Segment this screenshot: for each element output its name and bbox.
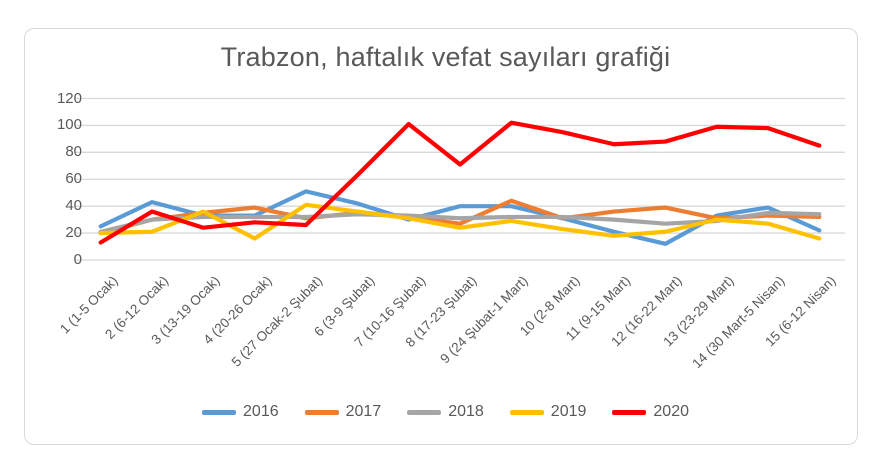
y-axis-tick-label: 120 [56, 89, 82, 107]
legend-label: 2016 [243, 403, 279, 420]
legend-swatch-2018 [407, 409, 442, 415]
legend-item-2017: 2017 [304, 403, 382, 421]
y-axis-tick-label: 20 [65, 224, 82, 242]
y-axis-tick-label: 80 [65, 143, 82, 161]
legend-swatch-2016 [202, 409, 237, 415]
series-line-2020 [98, 120, 822, 245]
chart-frame [24, 28, 858, 445]
chart-legend: 2016 2017 2018 2019 2020 [0, 403, 891, 421]
y-axis-tick-label: 0 [73, 251, 82, 268]
y-axis-tick-label: 40 [65, 197, 82, 215]
legend-label: 2018 [448, 403, 484, 420]
series-line-2017 [98, 198, 822, 236]
chart-title: Trabzon, haftalık vefat sayıları grafiği [220, 42, 671, 72]
legend-item-2018: 2018 [407, 403, 484, 421]
legend-label: 2020 [653, 403, 689, 420]
series-line-2019 [98, 202, 822, 241]
legend-swatch-2020 [612, 409, 647, 415]
legend-item-2019: 2019 [509, 403, 587, 421]
legend-item-2020: 2020 [612, 403, 689, 421]
y-axis-tick-label: 60 [65, 170, 82, 188]
legend-item-2016: 2016 [202, 403, 279, 421]
legend-label: 2019 [550, 403, 587, 420]
legend-swatch-2019 [509, 409, 544, 415]
y-axis-tick-label: 100 [56, 116, 82, 134]
legend-swatch-2017 [304, 409, 339, 415]
legend-label: 2017 [345, 403, 382, 420]
